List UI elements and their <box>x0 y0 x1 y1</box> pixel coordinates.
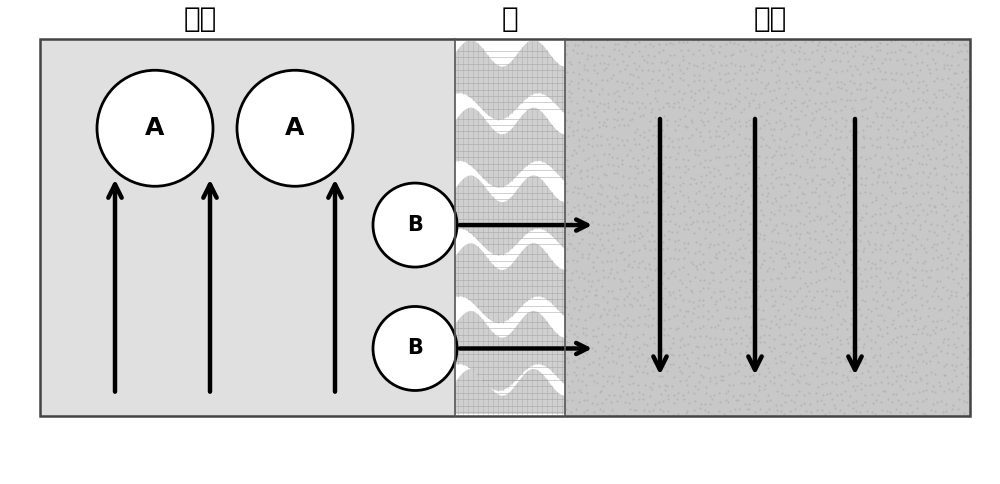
Bar <box>40 39 970 416</box>
Ellipse shape <box>237 70 353 186</box>
Bar <box>455 39 565 416</box>
Polygon shape <box>455 369 565 414</box>
Polygon shape <box>455 176 565 255</box>
Polygon shape <box>455 311 565 391</box>
Ellipse shape <box>373 183 457 267</box>
Bar <box>40 39 455 416</box>
Text: 膜: 膜 <box>502 5 518 33</box>
Bar <box>565 39 970 416</box>
Text: 气相: 气相 <box>183 5 217 33</box>
Polygon shape <box>455 108 565 187</box>
Polygon shape <box>455 243 565 323</box>
Ellipse shape <box>373 306 457 391</box>
Text: A: A <box>285 116 305 140</box>
Polygon shape <box>455 41 565 120</box>
Text: 液相: 液相 <box>753 5 787 33</box>
Text: A: A <box>145 116 165 140</box>
Text: B: B <box>407 338 423 359</box>
Ellipse shape <box>97 70 213 186</box>
Text: B: B <box>407 215 423 235</box>
